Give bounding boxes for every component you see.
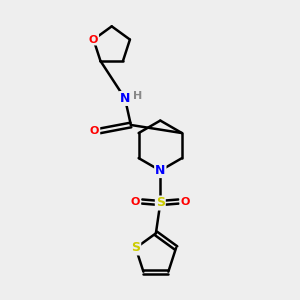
Text: O: O xyxy=(180,196,190,206)
Text: O: O xyxy=(90,126,99,136)
Text: O: O xyxy=(89,34,98,45)
Text: N: N xyxy=(120,92,130,105)
Text: S: S xyxy=(156,196,165,209)
Text: N: N xyxy=(155,164,166,177)
Text: S: S xyxy=(131,242,140,254)
Text: O: O xyxy=(131,196,140,206)
Text: H: H xyxy=(133,91,142,100)
